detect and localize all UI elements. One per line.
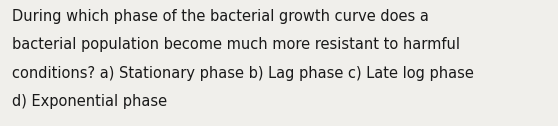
- Text: d) Exponential phase: d) Exponential phase: [12, 94, 167, 109]
- Text: conditions? a) Stationary phase b) Lag phase c) Late log phase: conditions? a) Stationary phase b) Lag p…: [12, 66, 474, 81]
- Text: During which phase of the bacterial growth curve does a: During which phase of the bacterial grow…: [12, 9, 429, 24]
- Text: bacterial population become much more resistant to harmful: bacterial population become much more re…: [12, 37, 460, 52]
